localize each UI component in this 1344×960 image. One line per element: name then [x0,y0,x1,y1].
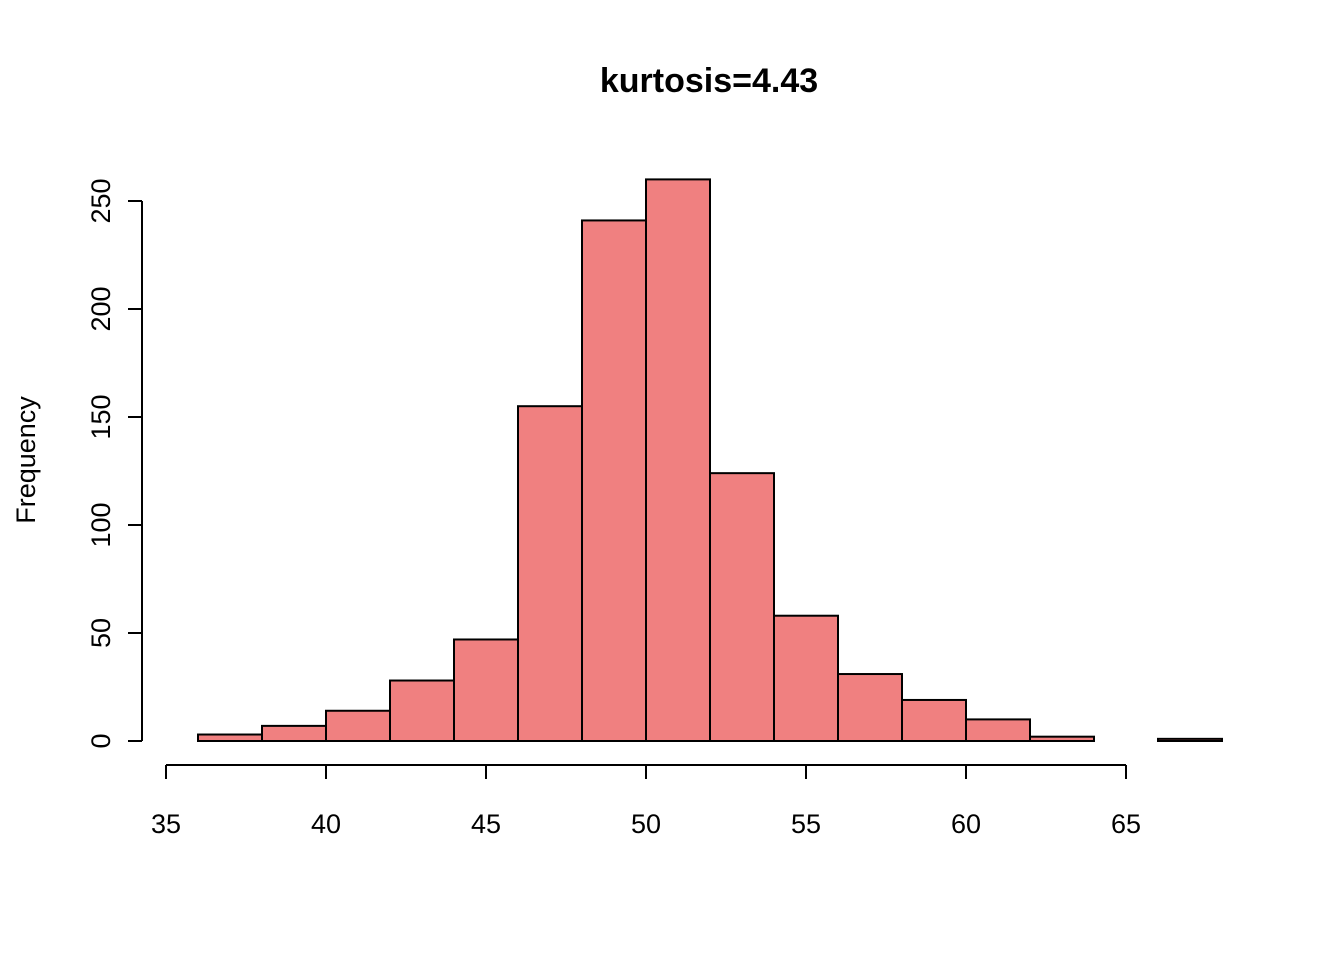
y-axis-label: Frequency [11,396,41,524]
bars-group [197,178,1223,743]
x-axis: 35 40 45 50 55 60 65 [151,764,1141,839]
histogram-bar-0 [197,733,263,743]
y-tick-label: 150 [86,394,116,439]
x-tick-label: 65 [1111,809,1141,839]
histogram-bar-2 [325,709,391,743]
histogram-bar-6 [581,219,647,742]
x-tick-label: 55 [791,809,821,839]
histogram-bar-13 [1029,735,1095,742]
chart-title: kurtosis=4.43 [600,62,818,100]
x-tick-label: 35 [151,809,181,839]
y-tick-label: 100 [86,502,116,547]
y-tick-label: 250 [86,178,116,223]
histogram-bar-12 [965,718,1031,743]
histogram-bar-3 [389,679,455,743]
y-axis: 0 50 100 150 200 250 [86,178,143,749]
x-tick-label: 40 [311,809,341,839]
histogram-bar-1 [261,724,327,743]
y-tick-label: 50 [86,618,116,648]
x-tick-label: 50 [631,809,661,839]
y-tick-label: 200 [86,286,116,331]
x-tick-label: 45 [471,809,501,839]
histogram-bar-7 [645,178,711,742]
histogram-bar-4 [453,638,519,742]
y-tick-label: 0 [86,733,116,748]
histogram-bar-8 [709,472,775,742]
histogram-bar-10 [837,673,903,742]
histogram-bar-9 [773,614,839,742]
x-tick-label: 60 [951,809,981,839]
histogram-bar-11 [901,698,967,743]
histogram-bar-5 [517,405,583,742]
histogram-bar-15 [1157,737,1223,743]
